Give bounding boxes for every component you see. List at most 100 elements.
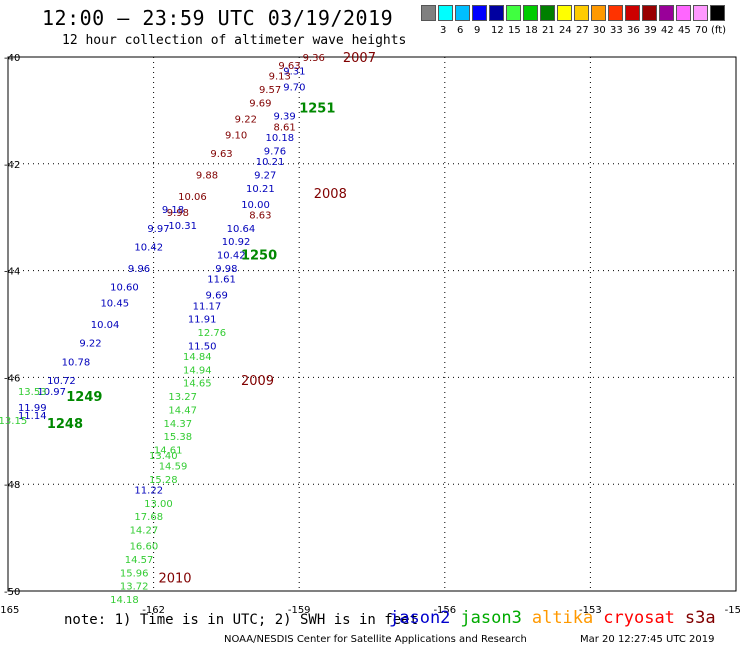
scale-label: 18 [525, 25, 538, 36]
track-time-label: 2008 [314, 187, 347, 202]
x-tick-label: -153 [579, 605, 602, 616]
page-subtitle: 12 hour collection of altimeter wave hei… [62, 33, 407, 48]
pass-number-label: 1251 [299, 102, 335, 117]
jason2-swh-value: 10.04 [91, 320, 120, 331]
scale-label: 21 [542, 25, 555, 36]
s3a-swh-value: 9.13 [269, 72, 291, 83]
jason2-swh-value: 10.78 [62, 357, 91, 368]
jason2-swh-value: 9.22 [79, 339, 101, 350]
scale-swatch [625, 5, 640, 21]
jason2-swh-value: 10.31 [168, 221, 197, 232]
scale-swatch [489, 5, 504, 21]
jason3-swh-value: 14.84 [183, 352, 212, 363]
s3a-swh-value: 8.61 [274, 122, 296, 133]
s3a-swh-value: 9.63 [210, 149, 232, 160]
jason3-swh-value: 14.61 [154, 445, 183, 456]
jason2-swh-value: 10.45 [100, 299, 129, 310]
jason2-swh-value: 9.18 [162, 205, 184, 216]
jason2-swh-value: 11.17 [193, 301, 222, 312]
jason3-swh-value: 13.27 [168, 392, 197, 403]
scale-label: 39 [644, 25, 657, 36]
y-tick-label: -44 [4, 267, 20, 278]
s3a-swh-value: 9.22 [235, 114, 257, 125]
x-tick-label: -150 [725, 605, 740, 616]
scale-swatch [642, 5, 657, 21]
y-tick-label: -46 [4, 373, 20, 384]
scale-label: 70 [695, 25, 708, 36]
scale-label: 3 [440, 25, 447, 36]
footer-credit: NOAA/NESDIS Center for Satellite Applica… [224, 634, 715, 645]
footer-note: note: 1) Time is in UTC; 2) SWH is in fe… [64, 612, 419, 628]
jason3-swh-value: 12.76 [198, 328, 227, 339]
legend-s3a: s3a [684, 608, 716, 628]
legend-jason3: jason3 [460, 608, 522, 628]
scale-swatch [693, 5, 708, 21]
scale-swatch [506, 5, 521, 21]
jason2-swh-value: 9.96 [128, 264, 150, 275]
s3a-swh-value: 9.36 [303, 53, 325, 64]
jason2-swh-value: 10.42 [134, 243, 163, 254]
scale-label: 30 [593, 25, 606, 36]
page-title: 12:00 – 23:59 UTC 03/19/2019 [42, 6, 394, 30]
scale-swatch [608, 5, 623, 21]
x-tick-label: -159 [288, 605, 311, 616]
scale-swatch [659, 5, 674, 21]
jason3-swh-value: 14.57 [125, 555, 154, 566]
jason2-swh-value: 9.98 [215, 264, 237, 275]
y-tick-label: -40 [4, 53, 20, 64]
scale-label: 15 [508, 25, 521, 36]
jason2-swh-value: 10.42 [217, 251, 246, 262]
legend-altika: altika [531, 608, 594, 628]
jason2-swh-value: 9.97 [147, 224, 169, 235]
pass-number-label: 1250 [241, 249, 277, 264]
credit-text: NOAA/NESDIS Center for Satellite Applica… [224, 634, 527, 645]
jason2-swh-value: 10.21 [256, 157, 285, 168]
jason2-swh-value: 11.22 [134, 486, 163, 497]
scale-swatch [676, 5, 691, 21]
scale-label: 9 [474, 25, 481, 36]
jason3-swh-value: 14.37 [164, 419, 193, 430]
jason2-swh-value: 10.72 [47, 376, 76, 387]
scale-swatch [421, 5, 436, 21]
jason3-swh-value: 14.94 [183, 365, 212, 376]
jason2-swh-value: 10.60 [110, 283, 139, 294]
scale-swatch [710, 5, 725, 21]
scale-label: 12 [491, 25, 504, 36]
s3a-swh-value: 9.57 [259, 85, 281, 96]
jason2-swh-value: 9.27 [254, 170, 276, 181]
track-time-label: 2009 [241, 374, 274, 389]
y-tick-label: -50 [4, 587, 20, 598]
track-time-label: 2007 [343, 51, 376, 66]
pass-number-label: 1249 [66, 390, 102, 405]
jason2-swh-value: 10.92 [222, 237, 251, 248]
plot-frame [7, 56, 737, 592]
jason3-swh-value: 15.38 [164, 432, 193, 443]
scale-swatch [438, 5, 453, 21]
scale-unit: (ft) [711, 25, 727, 36]
s3a-swh-value: 9.10 [225, 130, 247, 141]
legend-jason2: jason2 [389, 608, 451, 628]
jason3-swh-value: 14.47 [168, 405, 197, 416]
jason2-swh-value: 9.69 [206, 291, 228, 302]
scale-swatch [523, 5, 538, 21]
jason3-swh-value: 17.68 [134, 512, 163, 523]
jason2-swh-value: 10.21 [246, 184, 275, 195]
jason2-swh-value: 9.31 [283, 66, 305, 77]
jason3-swh-value: 13.15 [0, 416, 27, 427]
generated-timestamp: Mar 20 12:27:45 UTC 2019 [580, 634, 715, 645]
jason2-swh-value: 9.39 [274, 112, 296, 123]
jason2-swh-value: 11.50 [188, 341, 217, 352]
track-time-label: 2010 [158, 572, 191, 587]
jason3-swh-value: 14.59 [159, 462, 188, 473]
scale-label: 33 [610, 25, 623, 36]
scale-swatch [455, 5, 470, 21]
scale-swatch [472, 5, 487, 21]
x-tick-label: -165 [0, 605, 19, 616]
scale-label: 27 [576, 25, 589, 36]
jason2-swh-value: 11.14 [18, 411, 47, 422]
s3a-swh-value: 9.63 [278, 61, 300, 72]
scale-label: 24 [559, 25, 572, 36]
x-tick-label: -162 [142, 605, 165, 616]
jason2-swh-value: 10.18 [265, 133, 294, 144]
